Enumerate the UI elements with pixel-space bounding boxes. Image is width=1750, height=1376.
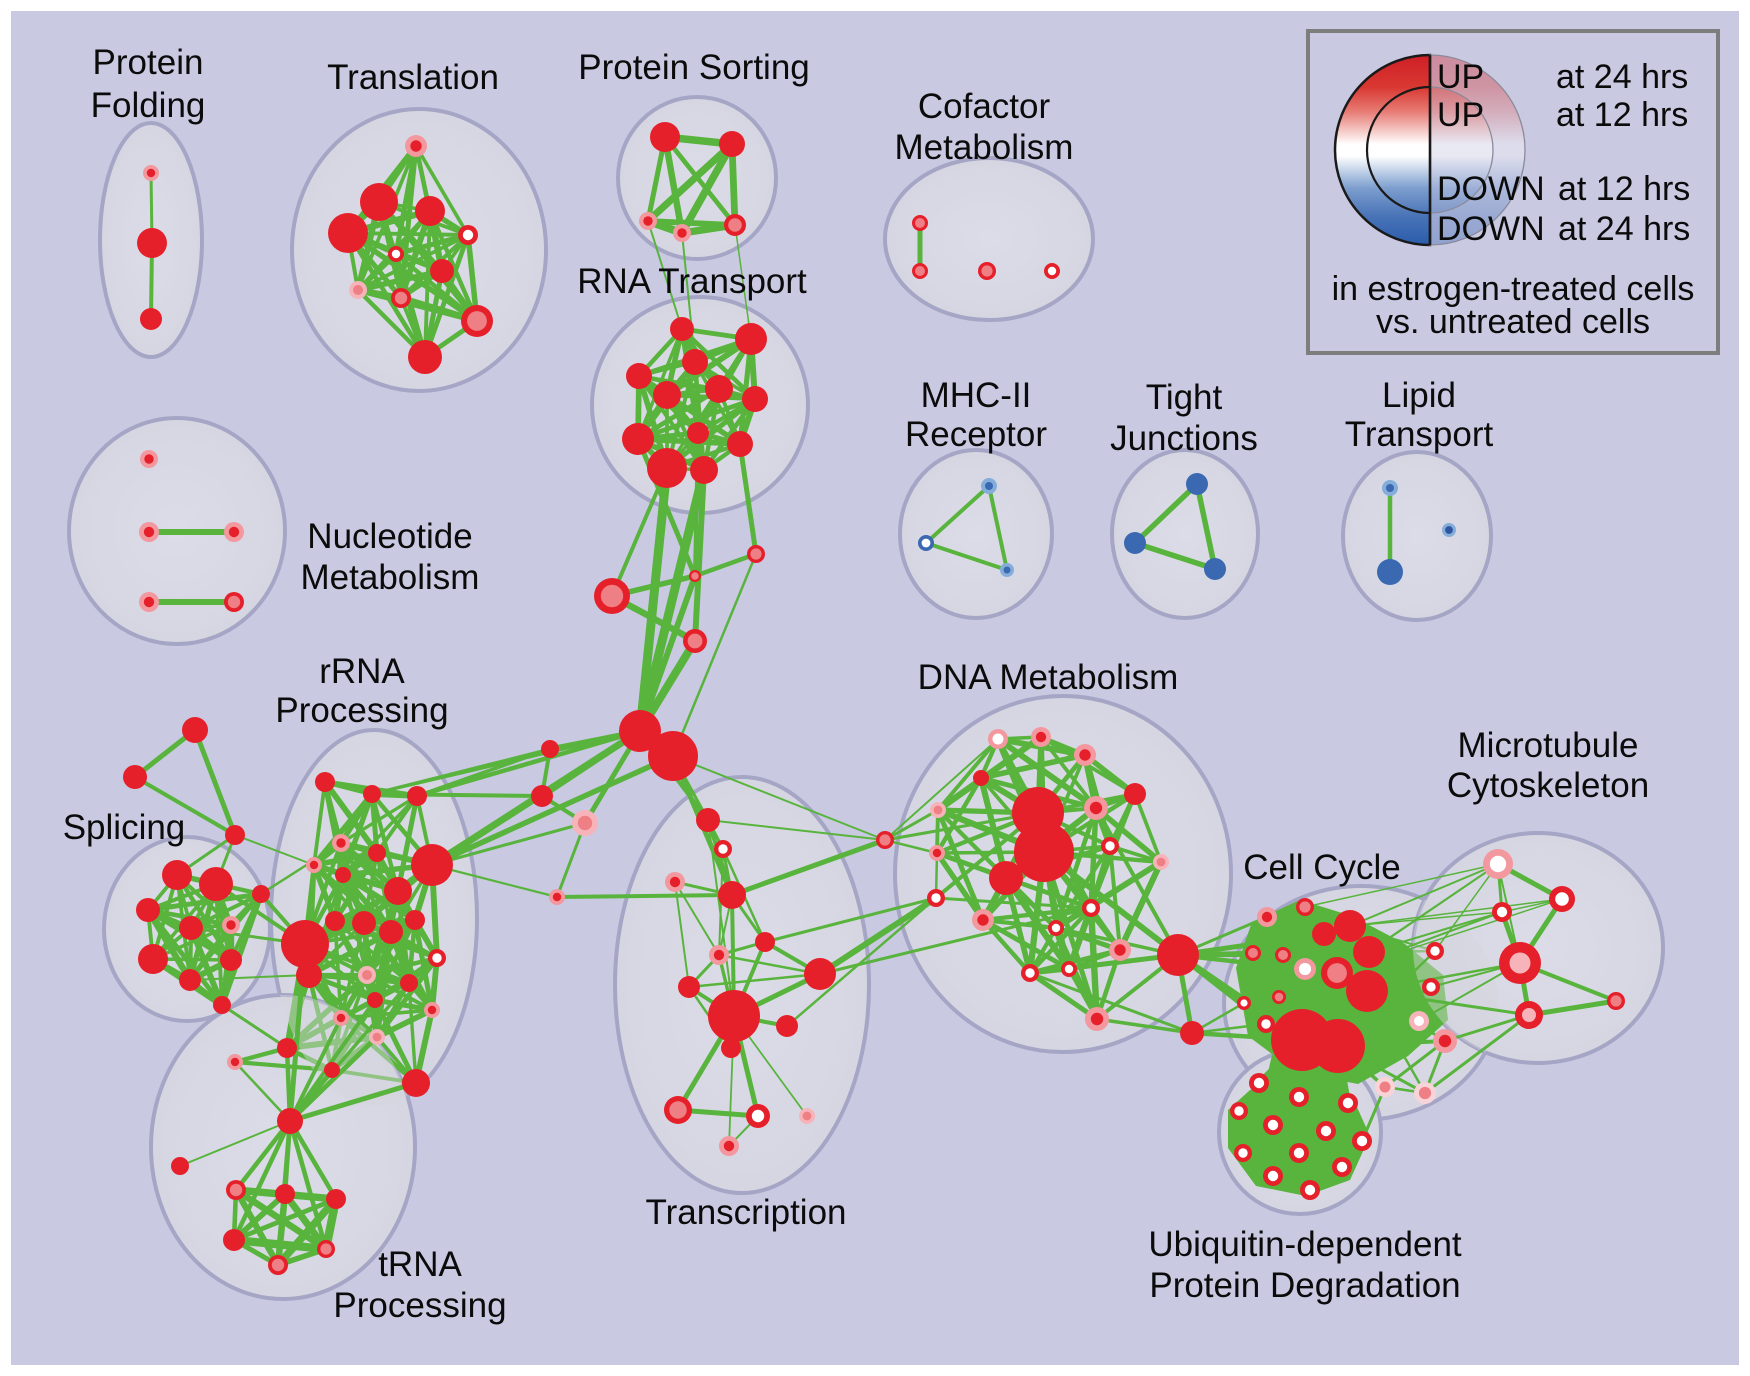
svg-text:vs. untreated cells: vs. untreated cells bbox=[1376, 303, 1650, 341]
svg-text:Folding: Folding bbox=[91, 86, 206, 125]
svg-text:Protein: Protein bbox=[93, 43, 204, 82]
svg-text:MHC-II: MHC-II bbox=[921, 376, 1032, 415]
svg-text:Splicing: Splicing bbox=[63, 808, 186, 847]
svg-text:at 24 hrs: at 24 hrs bbox=[1556, 58, 1688, 96]
svg-text:at 12 hrs: at 12 hrs bbox=[1556, 96, 1688, 134]
svg-text:Junctions: Junctions bbox=[1110, 419, 1258, 458]
svg-text:DOWN: DOWN bbox=[1437, 170, 1545, 208]
svg-text:DOWN: DOWN bbox=[1437, 210, 1545, 248]
svg-text:rRNA: rRNA bbox=[319, 652, 405, 691]
svg-text:Cell Cycle: Cell Cycle bbox=[1243, 848, 1401, 887]
svg-text:Ubiquitin-dependent: Ubiquitin-dependent bbox=[1148, 1225, 1462, 1264]
svg-text:Metabolism: Metabolism bbox=[301, 558, 480, 597]
svg-text:Microtubule: Microtubule bbox=[1458, 726, 1639, 765]
svg-text:UP: UP bbox=[1437, 58, 1484, 96]
svg-text:Protein Degradation: Protein Degradation bbox=[1149, 1266, 1460, 1305]
svg-text:Cofactor: Cofactor bbox=[918, 87, 1051, 126]
svg-text:Receptor: Receptor bbox=[905, 415, 1047, 454]
svg-text:Processing: Processing bbox=[333, 1286, 506, 1325]
svg-text:Transcription: Transcription bbox=[646, 1193, 847, 1232]
svg-text:Processing: Processing bbox=[275, 691, 448, 730]
svg-text:at 12 hrs: at 12 hrs bbox=[1558, 170, 1690, 208]
svg-text:RNA Transport: RNA Transport bbox=[577, 262, 807, 301]
svg-text:Tight: Tight bbox=[1146, 378, 1223, 417]
svg-text:Metabolism: Metabolism bbox=[895, 128, 1074, 167]
svg-text:tRNA: tRNA bbox=[378, 1245, 462, 1284]
svg-text:Protein Sorting: Protein Sorting bbox=[578, 48, 810, 87]
svg-text:Translation: Translation bbox=[327, 58, 499, 97]
svg-text:Nucleotide: Nucleotide bbox=[307, 517, 472, 556]
svg-text:at 24 hrs: at 24 hrs bbox=[1558, 210, 1690, 248]
svg-text:Transport: Transport bbox=[1345, 415, 1494, 454]
svg-text:UP: UP bbox=[1437, 96, 1484, 134]
svg-text:Lipid: Lipid bbox=[1382, 376, 1456, 415]
svg-text:DNA Metabolism: DNA Metabolism bbox=[918, 658, 1179, 697]
svg-text:in estrogen-treated cells: in estrogen-treated cells bbox=[1332, 270, 1695, 308]
svg-text:Cytoskeleton: Cytoskeleton bbox=[1447, 766, 1649, 805]
